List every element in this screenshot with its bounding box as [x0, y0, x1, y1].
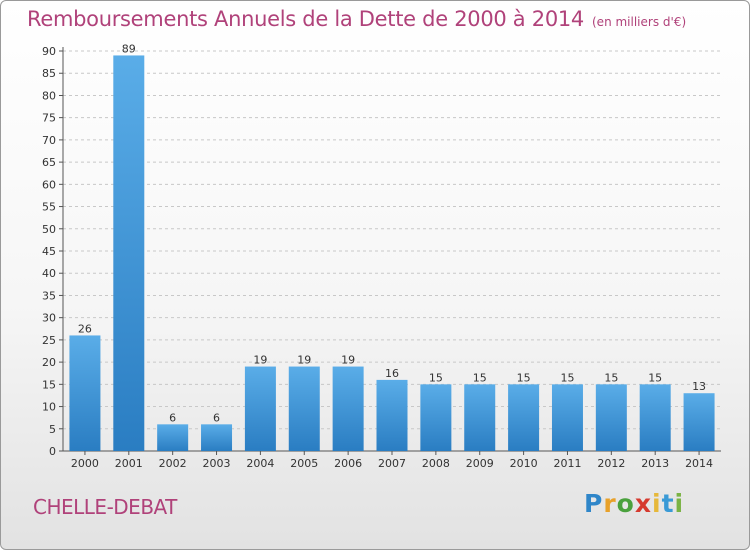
logo-letter: r: [603, 489, 617, 518]
bar: [551, 384, 583, 451]
logo-letter: x: [634, 489, 652, 518]
x-tick-label: 2011: [553, 457, 581, 470]
bar: [201, 424, 233, 451]
x-tick-labels: 2000 2001 2002 2003 2004 2005 2006 2007 2008 2009…: [71, 457, 713, 470]
y-tick-labels: 0 5 10 15 20 25 30 35 40 45 50 55 60 65 70 75 80 85 90: [42, 45, 56, 458]
y-tick-label: 55: [42, 201, 56, 214]
bar: [376, 379, 408, 451]
x-tick-label: 2003: [203, 457, 231, 470]
y-tick-label: 35: [42, 289, 56, 302]
logo-letter: t: [661, 489, 675, 518]
y-tick-label: 50: [42, 223, 56, 236]
proxiti-logo: Proxiti: [584, 489, 684, 518]
y-tick-label: 85: [42, 67, 56, 80]
bar-value-label: 15: [560, 371, 574, 384]
y-tick-label: 60: [42, 178, 56, 191]
logo-letter: i: [674, 489, 685, 518]
bar-value-label: 13: [692, 380, 706, 393]
x-tick-label: 2012: [597, 457, 625, 470]
logo-letter: o: [616, 489, 635, 518]
x-tick-label: 2000: [71, 457, 99, 470]
bar: [69, 335, 101, 451]
bar: [244, 366, 276, 451]
y-tick-label: 25: [42, 334, 56, 347]
x-tick-label: 2010: [510, 457, 538, 470]
bar: [464, 384, 496, 451]
commune-name: CHELLE-DEBAT: [33, 495, 177, 519]
x-tick-label: 2005: [290, 457, 318, 470]
x-tick-label: 2007: [378, 457, 406, 470]
bar: [639, 384, 671, 451]
bar: [595, 384, 627, 451]
bar-value-label: 15: [517, 371, 531, 384]
y-tick-label: 65: [42, 156, 56, 169]
bar: [420, 384, 452, 451]
bar: [113, 55, 145, 451]
y-tick-label: 30: [42, 312, 56, 325]
chart-title-main: Remboursements Annuels de la Dette de 20…: [27, 7, 584, 31]
x-tick-label: 2009: [466, 457, 494, 470]
chart-title-unit: (en milliers d'€): [592, 15, 687, 29]
bar-value-labels: 26 89 6 6 19 19 19 16 15 15 15 15 15 15 13: [78, 42, 706, 424]
bar: [332, 366, 364, 451]
bar-value-label: 15: [429, 371, 443, 384]
bar-value-label: 15: [604, 371, 618, 384]
bar-value-label: 19: [341, 354, 355, 367]
x-tick-label: 2004: [246, 457, 274, 470]
x-tick-label: 2013: [641, 457, 669, 470]
y-tick-label: 80: [42, 89, 56, 102]
y-tick-label: 0: [49, 445, 56, 458]
bar-value-label: 19: [297, 354, 311, 367]
y-tick-label: 10: [42, 401, 56, 414]
y-tick-label: 90: [42, 45, 56, 58]
bar-value-label: 26: [78, 322, 92, 335]
x-tick-label: 2001: [115, 457, 143, 470]
bar-value-label: 6: [213, 411, 220, 424]
bar: [508, 384, 540, 451]
bar-value-label: 19: [253, 354, 267, 367]
bar-value-label: 6: [169, 411, 176, 424]
bars: [69, 55, 715, 451]
y-tick-label: 45: [42, 245, 56, 258]
y-tick-label: 70: [42, 134, 56, 147]
bar-value-label: 89: [122, 42, 136, 55]
x-tick-label: 2006: [334, 457, 362, 470]
logo-letter: P: [584, 489, 604, 518]
bar: [288, 366, 320, 451]
bar-value-label: 15: [473, 371, 487, 384]
x-tick-label: 2014: [685, 457, 713, 470]
bar-value-label: 16: [385, 367, 399, 380]
bar-value-label: 15: [648, 371, 662, 384]
x-tick-label: 2008: [422, 457, 450, 470]
y-tick-label: 15: [42, 378, 56, 391]
bar: [683, 393, 715, 451]
y-tick-label: 5: [49, 423, 56, 436]
y-tick-label: 20: [42, 356, 56, 369]
y-tick-label: 75: [42, 112, 56, 125]
logo-letter: i: [652, 489, 662, 518]
chart-title: Remboursements Annuels de la Dette de 20…: [27, 7, 686, 31]
x-tick-label: 2002: [159, 457, 187, 470]
bar: [157, 424, 189, 451]
y-tick-label: 40: [42, 267, 56, 280]
